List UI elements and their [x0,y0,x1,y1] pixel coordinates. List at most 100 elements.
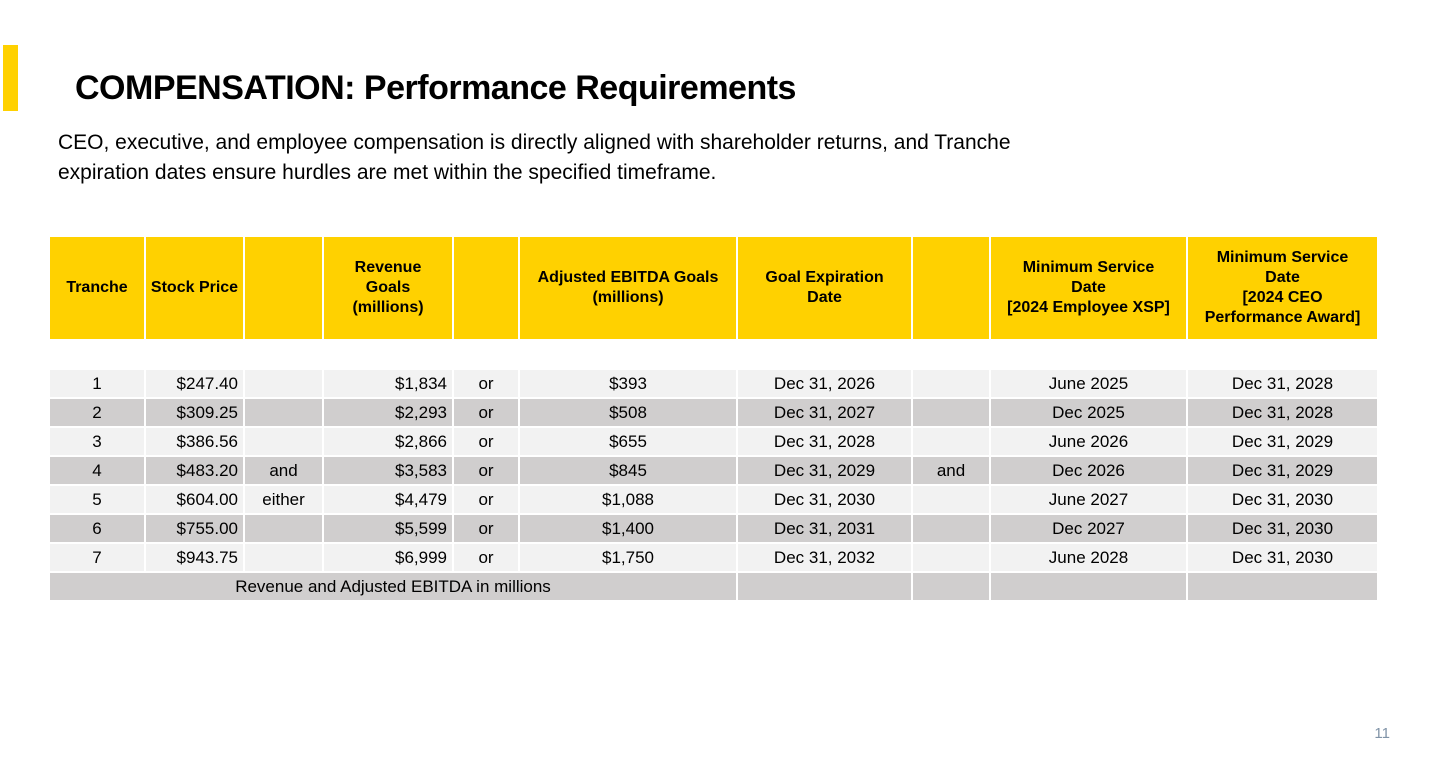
table-head: Tranche Stock Price Revenue Goals (million… [50,237,1377,339]
cell-adjusted-ebitda-goals-row-2: $508 [520,399,736,426]
table-body: 1 $247.40 $1,834 or $393 Dec 31, 2026 June 202… [50,341,1377,600]
cell-adjusted-ebitda-goals-row-1: $393 [520,370,736,397]
cell-min-service-date-ceo-row-4: Dec 31, 2029 [1188,457,1377,484]
cell-revenue-goals-row-6: $5,599 [324,515,452,542]
table-row-6: 6 $755.00 $5,599 or $1,400 Dec 31, 2031 Dec 20… [50,515,1377,542]
header-cell-and-col-2 [913,237,989,339]
header-cell-goal-expiration-date: Goal Expiration Date [738,237,911,339]
page-title: COMPENSATION: Performance Requirements [75,68,796,107]
header-cell-revenue-goals: Revenue Goals (millions) [324,237,452,339]
cell-or-col-row-2: or [454,399,518,426]
header-cell-or-col [454,237,518,339]
page-number: 11 [1374,725,1390,742]
cell-adjusted-ebitda-goals-row-4: $845 [520,457,736,484]
cell-goal-expiration-date-row-5: Dec 31, 2030 [738,486,911,513]
cell-min-service-date-ceo-row-7: Dec 31, 2030 [1188,544,1377,571]
cell-tranche-row-7: 7 [50,544,144,571]
cell-min-service-date-ceo-row-2: Dec 31, 2028 [1188,399,1377,426]
cell-revenue-goals-row-4: $3,583 [324,457,452,484]
cell-stock-price-row-6: $755.00 [146,515,243,542]
cell-revenue-goals-row-7: $6,999 [324,544,452,571]
cell-stock-price-row-5: $604.00 [146,486,243,513]
cell-stock-price-row-2: $309.25 [146,399,243,426]
cell-and-col-2-row-4: and [913,457,989,484]
cell-adjusted-ebitda-goals-row-7: $1,750 [520,544,736,571]
cell-and-col-2-row-5 [913,486,989,513]
subtitle: CEO, executive, and employee compensatio… [58,128,1011,188]
cell-goal-expiration-date-row-2: Dec 31, 2027 [738,399,911,426]
cell-min-service-date-xsp-row-3: June 2026 [991,428,1186,455]
header-cell-stock-price: Stock Price [146,237,243,339]
cell-tranche-row-5: 5 [50,486,144,513]
cell-and-col-row-7 [245,544,322,571]
cell-goal-expiration-date-row-3: Dec 31, 2028 [738,428,911,455]
cell-and-col-2-row-3 [913,428,989,455]
cell-tranche-row-3: 3 [50,428,144,455]
table-row-7: 7 $943.75 $6,999 or $1,750 Dec 31, 2032 June 2… [50,544,1377,571]
table-row-2: 2 $309.25 $2,293 or $508 Dec 31, 2027 Dec 2025… [50,399,1377,426]
cell-adjusted-ebitda-goals-row-3: $655 [520,428,736,455]
footer-empty-cell [991,573,1186,600]
cell-or-col-row-1: or [454,370,518,397]
cell-goal-expiration-date-row-7: Dec 31, 2032 [738,544,911,571]
cell-tranche-row-6: 6 [50,515,144,542]
spacer-row [50,341,1377,368]
cell-and-col-2-row-1 [913,370,989,397]
cell-and-col-row-2 [245,399,322,426]
header-cell-and-col [245,237,322,339]
header-cell-tranche: Tranche [50,237,144,339]
cell-min-service-date-ceo-row-6: Dec 31, 2030 [1188,515,1377,542]
cell-and-col-row-1 [245,370,322,397]
cell-min-service-date-xsp-row-7: June 2028 [991,544,1186,571]
cell-and-col-row-3 [245,428,322,455]
header-cell-min-service-date-xsp: Minimum Service Date [2024 Employee XSP] [991,237,1186,339]
table-footer-row: Revenue and Adjusted EBITDA in millions [50,573,1377,600]
cell-min-service-date-xsp-row-2: Dec 2025 [991,399,1186,426]
cell-or-col-row-4: or [454,457,518,484]
table-row-5: 5 $604.00 either $4,479 or $1,088 Dec 31, 2030… [50,486,1377,513]
cell-stock-price-row-7: $943.75 [146,544,243,571]
table-row-4: 4 $483.20 and $3,583 or $845 Dec 31, 2029 and De… [50,457,1377,484]
cell-or-col-row-3: or [454,428,518,455]
cell-tranche-row-1: 1 [50,370,144,397]
cell-goal-expiration-date-row-4: Dec 31, 2029 [738,457,911,484]
cell-revenue-goals-row-1: $1,834 [324,370,452,397]
table-row-3: 3 $386.56 $2,866 or $655 Dec 31, 2028 June 202… [50,428,1377,455]
cell-revenue-goals-row-2: $2,293 [324,399,452,426]
cell-and-col-row-6 [245,515,322,542]
cell-and-col-2-row-7 [913,544,989,571]
table-row-1: 1 $247.40 $1,834 or $393 Dec 31, 2026 June 202… [50,370,1377,397]
header-cell-min-service-date-ceo: Minimum Service Date [2024 CEO Performan… [1188,237,1377,339]
cell-and-col-row-5: either [245,486,322,513]
cell-min-service-date-xsp-row-4: Dec 2026 [991,457,1186,484]
footer-empty-cell [913,573,989,600]
footer-empty-cell [1188,573,1377,600]
footer-note: Revenue and Adjusted EBITDA in millions [50,573,736,600]
cell-goal-expiration-date-row-1: Dec 31, 2026 [738,370,911,397]
header-row: Tranche Stock Price Revenue Goals (million… [50,237,1377,339]
subtitle-line-1: CEO, executive, and employee compensatio… [58,131,1011,154]
cell-goal-expiration-date-row-6: Dec 31, 2031 [738,515,911,542]
cell-min-service-date-xsp-row-6: Dec 2027 [991,515,1186,542]
cell-stock-price-row-1: $247.40 [146,370,243,397]
cell-revenue-goals-row-5: $4,479 [324,486,452,513]
subtitle-line-2: expiration dates ensure hurdles are met … [58,161,717,184]
cell-and-col-2-row-6 [913,515,989,542]
cell-min-service-date-ceo-row-5: Dec 31, 2030 [1188,486,1377,513]
cell-or-col-row-7: or [454,544,518,571]
cell-adjusted-ebitda-goals-row-5: $1,088 [520,486,736,513]
cell-tranche-row-4: 4 [50,457,144,484]
cell-min-service-date-ceo-row-3: Dec 31, 2029 [1188,428,1377,455]
cell-and-col-row-4: and [245,457,322,484]
title-accent-bar [3,45,18,111]
cell-and-col-2-row-2 [913,399,989,426]
cell-or-col-row-5: or [454,486,518,513]
footer-empty-cell [738,573,911,600]
header-cell-adjusted-ebitda-goals: Adjusted EBITDA Goals (millions) [520,237,736,339]
cell-or-col-row-6: or [454,515,518,542]
performance-table: Tranche Stock Price Revenue Goals (million… [48,235,1379,602]
cell-stock-price-row-3: $386.56 [146,428,243,455]
cell-min-service-date-ceo-row-1: Dec 31, 2028 [1188,370,1377,397]
cell-min-service-date-xsp-row-5: June 2027 [991,486,1186,513]
